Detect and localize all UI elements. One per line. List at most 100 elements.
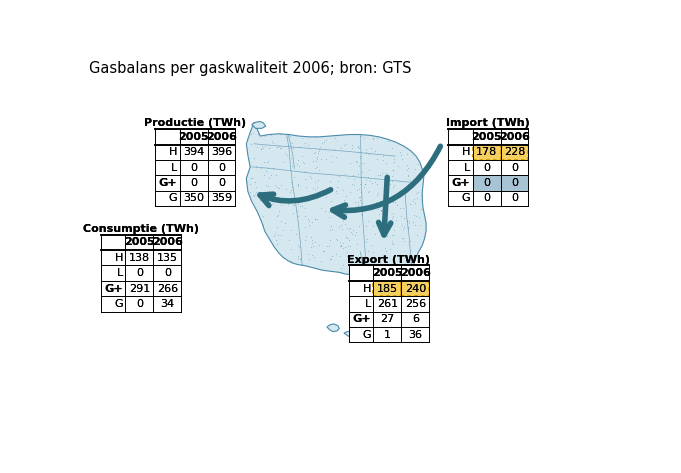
Text: 36: 36 [409,330,422,340]
Point [276,196,287,204]
Polygon shape [366,335,381,340]
Point [307,158,318,165]
Point [358,159,369,166]
Point [360,222,371,229]
Point [366,201,377,209]
Point [318,247,329,255]
Text: G: G [114,299,123,309]
Point [244,188,255,195]
Point [369,178,380,186]
Point [332,138,343,145]
Point [370,230,381,238]
Bar [501,145,528,160]
Bar [401,281,429,296]
Point [255,145,266,153]
Point [408,195,419,202]
Point [378,152,389,160]
Point [364,177,375,185]
Point [265,172,276,179]
Bar [373,281,429,296]
Text: 0: 0 [218,178,225,188]
Point [367,248,378,256]
Point [267,195,278,203]
Point [358,184,369,191]
Point [321,242,332,250]
Text: 266: 266 [157,283,178,294]
Text: 2006: 2006 [206,132,237,142]
Point [315,257,326,264]
Point [351,228,362,236]
Point [308,195,319,202]
Point [403,217,414,225]
Point [405,237,415,245]
Point [380,247,391,255]
Point [360,180,370,187]
Point [411,194,422,202]
Point [370,147,381,155]
Point [404,268,415,275]
Point [366,204,377,212]
Text: 2006: 2006 [152,237,183,247]
Text: 2005: 2005 [471,132,502,142]
Point [332,201,343,209]
Bar [401,281,429,296]
Point [275,201,286,209]
Point [415,205,426,212]
Point [349,175,360,183]
Point [264,187,275,194]
Point [247,174,257,182]
Point [292,254,303,262]
Text: Consumptie (TWh): Consumptie (TWh) [83,224,199,234]
Point [384,180,395,188]
Point [343,242,353,250]
Point [262,158,273,166]
Point [309,238,320,245]
Point [396,273,407,281]
Point [249,190,260,197]
Point [287,184,298,191]
Point [244,180,255,188]
Point [387,276,398,284]
Point [355,210,366,218]
Point [285,132,296,140]
Point [416,193,427,200]
Point [398,234,409,242]
Text: Productie (TWh): Productie (TWh) [144,118,247,128]
Point [292,207,303,214]
Point [371,191,382,199]
Point [291,230,302,238]
Point [255,188,266,195]
Text: 396: 396 [211,147,232,157]
Point [283,144,294,152]
Point [355,274,366,281]
Text: 261: 261 [377,299,398,309]
Text: G: G [169,193,177,203]
Point [293,212,304,220]
Point [249,192,260,200]
Point [299,159,310,166]
Point [384,317,395,324]
Point [401,258,412,266]
Point [287,163,298,170]
Point [408,218,419,225]
Point [373,304,384,311]
Point [294,162,304,170]
Text: 0: 0 [218,178,225,188]
Point [401,161,412,169]
Point [256,164,267,172]
Point [348,226,359,233]
Point [264,144,274,152]
Point [402,165,413,172]
Point [285,186,296,194]
Text: 27: 27 [380,315,394,324]
Text: 394: 394 [183,147,204,157]
Point [385,301,396,309]
Point [268,139,279,147]
Text: H: H [114,253,123,263]
Text: 2006: 2006 [152,237,183,247]
Point [337,186,348,194]
Text: 0: 0 [483,193,490,203]
Point [402,166,413,174]
Point [386,177,397,185]
Point [283,200,294,208]
